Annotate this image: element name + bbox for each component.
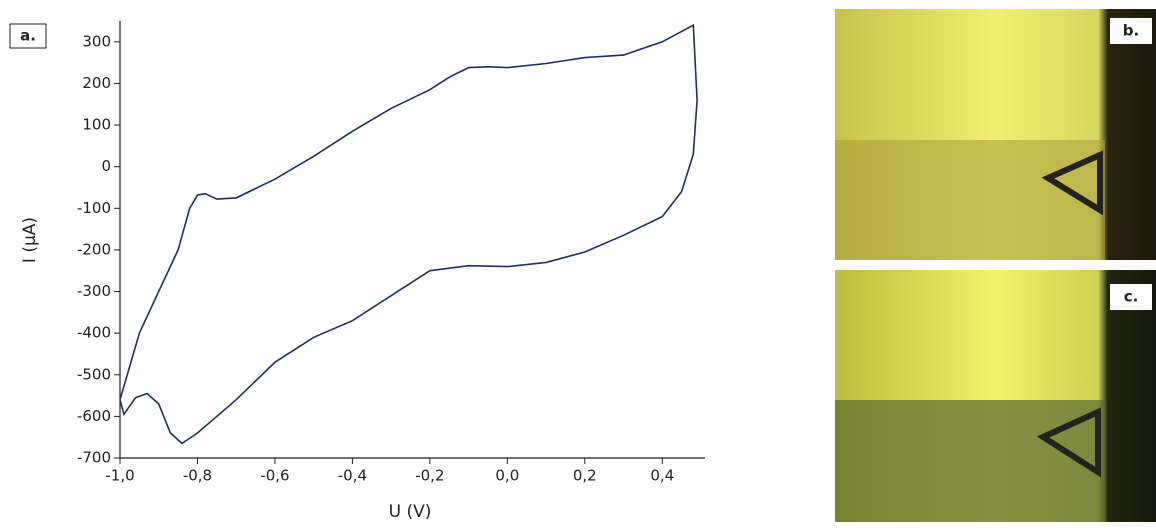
y-tick-label: 100 <box>82 116 111 134</box>
y-tick-label: -400 <box>77 324 111 342</box>
x-tick-label: 0,0 <box>495 467 519 485</box>
y-tick-label: 300 <box>82 32 111 50</box>
x-tick-label: -0,8 <box>183 467 212 485</box>
x-tick-label: -0,2 <box>415 467 444 485</box>
x-tick-label: -0,6 <box>260 467 289 485</box>
photo-label: c. <box>1124 288 1139 306</box>
x-tick-label: 0,4 <box>650 467 674 485</box>
y-tick-label: -200 <box>77 240 111 258</box>
y-tick-label: 200 <box>82 74 111 92</box>
panel-label: a. <box>20 27 36 45</box>
y-tick-label: 0 <box>101 157 111 175</box>
x-tick-label: -0,4 <box>338 467 367 485</box>
photo-c: c. <box>835 270 1156 522</box>
data-line <box>119 23 698 445</box>
y-tick-label: -500 <box>77 365 111 383</box>
photo-label: b. <box>1123 22 1139 40</box>
x-tick-label: -1,0 <box>105 467 134 485</box>
y-tick-label: -300 <box>77 282 111 300</box>
x-axis-label: U (V) <box>389 502 432 522</box>
y-tick-label: -700 <box>77 449 111 467</box>
y-tick-label: -100 <box>77 199 111 217</box>
y-tick-label: -600 <box>77 407 111 425</box>
photo-b: b. <box>835 9 1156 260</box>
x-tick-label: 0,2 <box>573 467 597 485</box>
panel-label-box <box>9 23 47 49</box>
y-axis-label: I (µA) <box>20 217 40 263</box>
